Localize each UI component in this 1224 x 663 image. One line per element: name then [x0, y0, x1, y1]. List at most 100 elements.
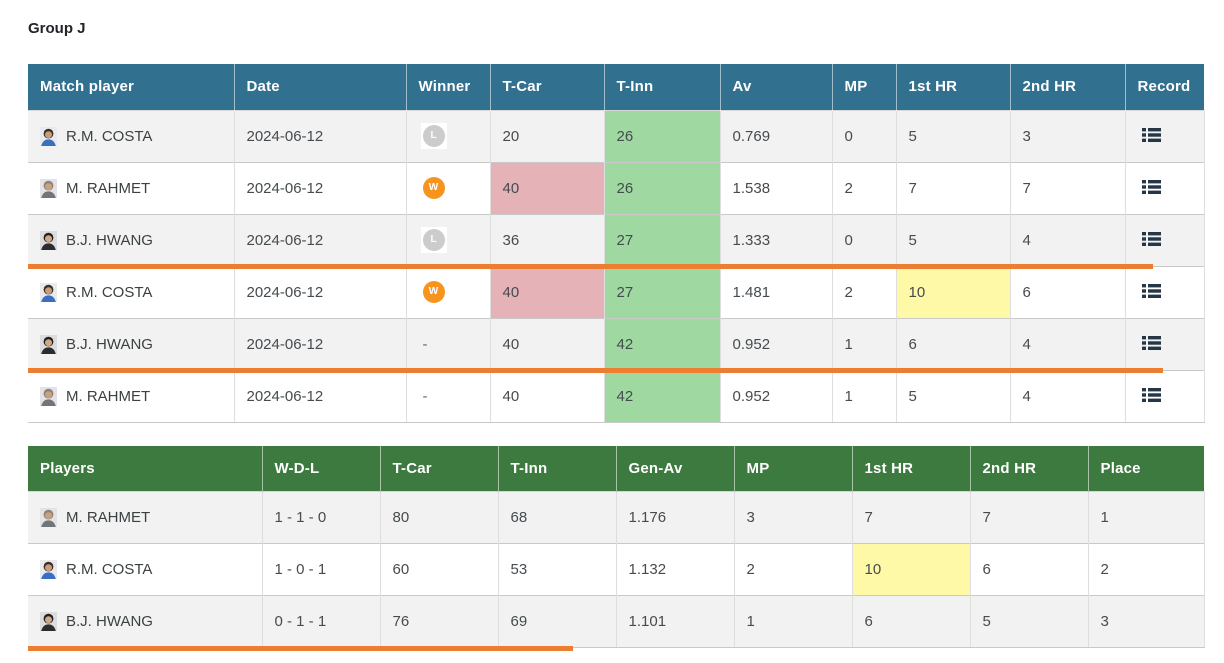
player-name: M. RAHMET	[66, 179, 151, 197]
player-avatar-icon	[40, 386, 57, 406]
match-table-wrap: Match player Date Winner T-Car T-Inn Av MP 1st …	[28, 64, 1205, 423]
orange-divider-line	[28, 368, 1163, 373]
first-hr-cell: 7	[896, 161, 1011, 214]
winner-cell: L	[406, 109, 491, 162]
match-row: B.J. HWANG 2024-06-12 L 36 27 1.333 0 5 4	[28, 213, 1205, 266]
record-cell	[1125, 369, 1205, 423]
match-header-t-inn: T-Inn	[604, 64, 721, 110]
standings-header-place: Place	[1088, 445, 1204, 492]
player-cell: M. RAHMET	[28, 161, 235, 214]
win-badge-icon: W	[420, 175, 447, 201]
player-name: M. RAHMET	[66, 509, 151, 526]
av-cell: 1.481	[720, 265, 833, 318]
standings-header-players: Players	[28, 445, 263, 492]
player-avatar-icon	[40, 508, 57, 527]
page: Group J Match player Date Winner T-Car T-Inn…	[28, 20, 1205, 651]
record-button[interactable]	[1140, 334, 1163, 352]
win-badge-icon: W	[420, 279, 447, 305]
winner-cell: -	[406, 317, 491, 370]
first-hr-cell: 5	[896, 369, 1011, 423]
match-row: R.M. COSTA 2024-06-12 L 20 26 0.769 0 5 3	[28, 109, 1205, 162]
standings-header-mp: MP	[734, 445, 853, 492]
record-cell	[1125, 265, 1205, 318]
date-cell: 2024-06-12	[234, 317, 407, 370]
t-inn-cell: 69	[498, 595, 617, 648]
standings-row: R.M. COSTA 1 - 0 - 1 60 53 1.132 2 10 6 2	[28, 543, 1205, 596]
winner-dash: -	[422, 387, 428, 405]
standings-row: M. RAHMET 1 - 1 - 0 80 68 1.176 3 7 7 1	[28, 491, 1205, 544]
player-avatar-icon	[40, 612, 57, 631]
page-title: Group J	[28, 20, 86, 37]
mp-cell: 0	[832, 213, 897, 266]
record-button[interactable]	[1140, 386, 1163, 404]
av-cell: 0.952	[720, 317, 833, 370]
t-car-cell: 76	[380, 595, 499, 648]
player-cell: B.J. HWANG	[28, 317, 235, 370]
record-list-icon	[1141, 180, 1161, 194]
standings-table-wrap: Players W-D-L T-Car T-Inn Gen-Av MP 1st HR 2nd …	[28, 445, 1205, 651]
record-cell	[1125, 213, 1205, 266]
match-row: M. RAHMET 2024-06-12- 40 42 0.952 1 5 4	[28, 369, 1205, 423]
match-table-header-row: Match player Date Winner T-Car T-Inn Av MP 1st …	[28, 64, 1204, 110]
player-name: B.J. HWANG	[66, 231, 153, 249]
av-cell: 1.538	[720, 161, 833, 214]
first-hr-cell: 7	[852, 491, 971, 544]
first-hr-cell: 5	[896, 109, 1011, 162]
record-cell	[1125, 317, 1205, 370]
player-name: M. RAHMET	[66, 387, 151, 405]
match-header-match-player: Match player	[28, 64, 235, 110]
mp-cell: 1	[832, 317, 897, 370]
standings-header-2nd-hr: 2nd HR	[970, 445, 1089, 492]
player-cell: R.M. COSTA	[28, 265, 235, 318]
t-car-cell: 20	[490, 109, 605, 162]
t-car-cell: 60	[380, 543, 499, 596]
wdl-cell: 1 - 0 - 1	[262, 543, 381, 596]
first-hr-cell: 10	[896, 265, 1011, 318]
player: R.M. COSTA	[40, 111, 222, 162]
match-row: R.M. COSTA 2024-06-12 W 40 27 1.481 2 10 6	[28, 265, 1205, 318]
first-hr-cell: 10	[852, 543, 971, 596]
t-inn-cell: 68	[498, 491, 617, 544]
place-cell: 2	[1088, 543, 1205, 596]
player-cell: B.J. HWANG	[28, 213, 235, 266]
mp-cell: 1	[832, 369, 897, 423]
player-name: R.M. COSTA	[66, 561, 153, 578]
second-hr-cell: 6	[970, 543, 1089, 596]
match-header-record: Record	[1125, 64, 1204, 110]
mp-cell: 2	[734, 543, 853, 596]
t-car-cell: 40	[490, 317, 605, 370]
record-button[interactable]	[1140, 282, 1163, 300]
record-button[interactable]	[1140, 126, 1163, 144]
player-avatar-icon	[40, 334, 57, 354]
second-hr-cell: 7	[1010, 161, 1126, 214]
av-cell: 0.769	[720, 109, 833, 162]
player-avatar-icon	[40, 126, 57, 146]
standings-header-t-car: T-Car	[380, 445, 499, 492]
t-inn-cell: 42	[604, 369, 721, 423]
player: R.M. COSTA	[40, 267, 222, 318]
player-cell: M. RAHMET	[28, 491, 263, 544]
record-cell	[1125, 161, 1205, 214]
t-car-cell: 80	[380, 491, 499, 544]
date-cell: 2024-06-12	[234, 265, 407, 318]
t-car-cell: 40	[490, 369, 605, 423]
t-inn-cell: 27	[604, 213, 721, 266]
winner-cell: L	[406, 213, 491, 266]
player: B.J. HWANG	[40, 596, 250, 647]
mp-cell: 0	[832, 109, 897, 162]
winner-dash: -	[422, 335, 428, 353]
gen-av-cell: 1.176	[616, 491, 735, 544]
player-cell: R.M. COSTA	[28, 109, 235, 162]
standings-row: B.J. HWANG 0 - 1 - 1 76 69 1.101 1 6 5 3	[28, 595, 1205, 648]
match-header-date: Date	[234, 64, 407, 110]
orange-divider-line	[28, 264, 1153, 269]
orange-divider-line	[28, 645, 573, 651]
date-cell: 2024-06-12	[234, 161, 407, 214]
record-button[interactable]	[1140, 178, 1163, 196]
record-list-icon	[1141, 232, 1161, 246]
t-inn-cell: 26	[604, 109, 721, 162]
date-cell: 2024-06-12	[234, 109, 407, 162]
match-header-1st-hr: 1st HR	[896, 64, 1011, 110]
standings-header-gen-av: Gen-Av	[616, 445, 735, 492]
record-button[interactable]	[1140, 230, 1163, 248]
